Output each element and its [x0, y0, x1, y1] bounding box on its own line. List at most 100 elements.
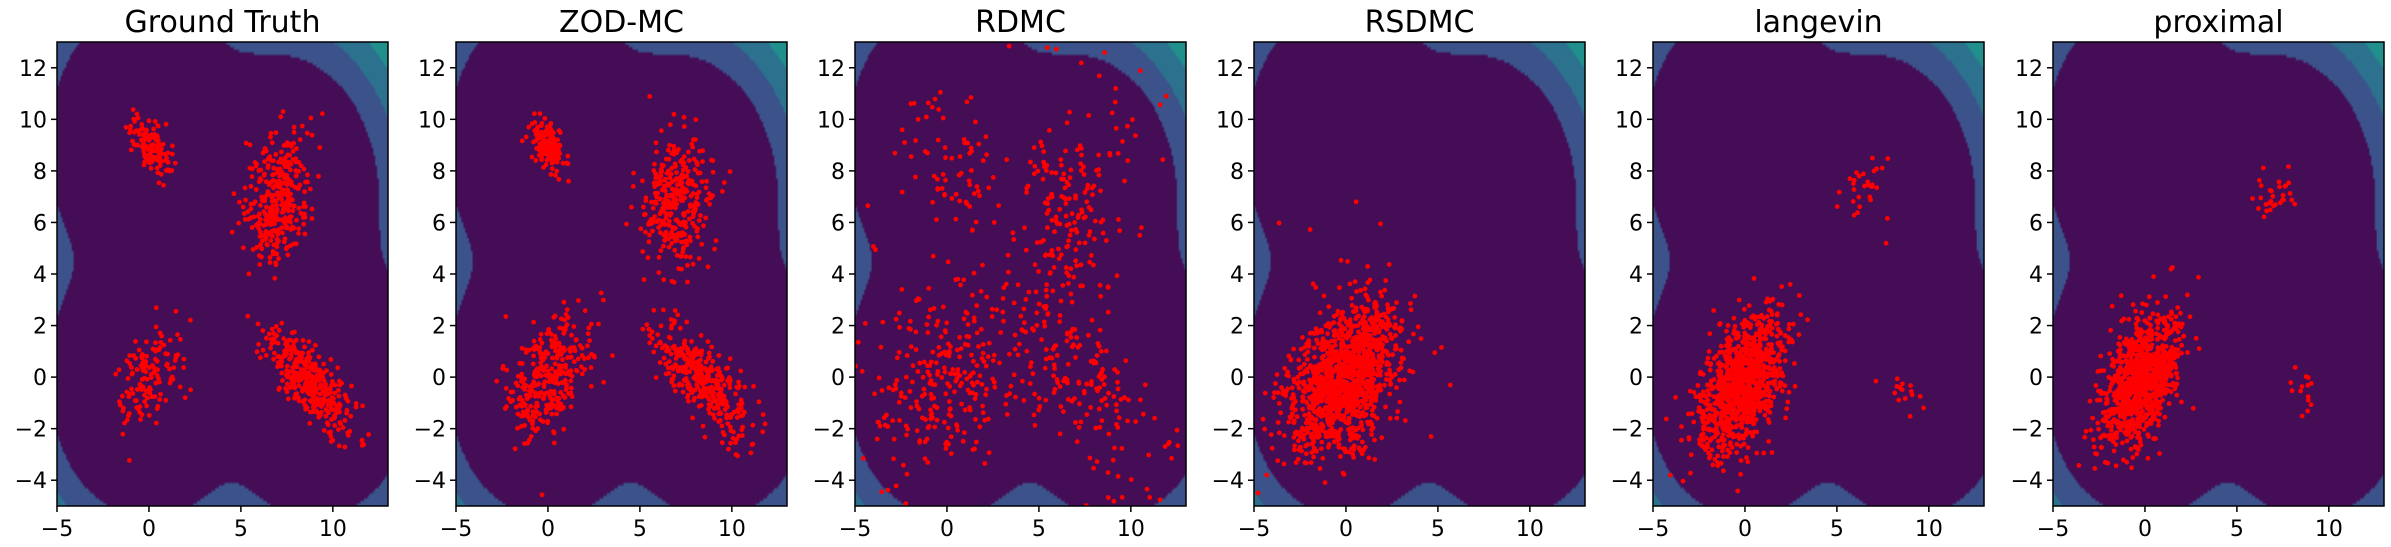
sample-point	[1294, 431, 1299, 437]
sample-point	[296, 231, 301, 236]
sample-point	[685, 279, 690, 285]
sample-point	[1406, 339, 1412, 345]
sample-point	[542, 355, 548, 360]
sample-point	[158, 159, 164, 165]
sample-point	[1326, 392, 1331, 398]
sample-point	[552, 333, 558, 339]
sample-point	[1734, 423, 1740, 428]
sample-point	[155, 143, 161, 149]
sample-point	[1323, 323, 1329, 329]
sample-point	[680, 249, 686, 255]
sample-point	[519, 138, 525, 144]
sample-point	[1007, 391, 1013, 397]
sample-point	[727, 169, 733, 175]
sample-point	[313, 342, 318, 348]
sample-point	[283, 225, 289, 231]
sample-point	[1360, 427, 1366, 433]
sample-point	[1342, 326, 1348, 332]
sample-point	[1067, 232, 1073, 238]
sample-point	[1729, 445, 1735, 450]
sample-point	[678, 194, 684, 200]
sample-point	[1094, 168, 1099, 173]
sample-point	[1392, 315, 1398, 320]
sample-point	[1115, 151, 1121, 156]
sample-point	[1306, 339, 1312, 345]
sample-point	[1045, 225, 1050, 231]
sample-point	[265, 163, 271, 168]
sample-point	[674, 170, 679, 175]
sample-point	[167, 337, 173, 343]
sample-point	[1792, 383, 1798, 389]
sample-point	[665, 181, 671, 187]
sample-point	[1157, 497, 1163, 503]
sample-point	[731, 429, 736, 435]
sample-point	[979, 356, 985, 361]
sample-point	[978, 288, 984, 294]
sample-point	[242, 217, 248, 222]
sample-point	[1098, 188, 1103, 194]
sample-point	[545, 351, 551, 356]
sample-point	[1339, 350, 1344, 355]
sample-point	[303, 380, 309, 386]
sample-point	[596, 321, 601, 327]
sample-point	[565, 315, 571, 320]
sample-point	[1302, 412, 1308, 418]
sample-point	[1064, 338, 1070, 344]
sample-point	[1057, 431, 1063, 437]
sample-point	[931, 173, 937, 179]
sample-point	[945, 259, 951, 265]
sample-point	[692, 167, 698, 173]
sample-point	[266, 217, 272, 222]
sample-point	[1076, 381, 1082, 386]
sample-point	[299, 123, 305, 129]
sample-point	[1744, 427, 1749, 433]
sample-point	[1378, 387, 1384, 393]
sample-point	[964, 376, 970, 382]
sample-point	[668, 232, 673, 237]
sample-point	[700, 423, 706, 429]
sample-point	[1293, 407, 1298, 413]
sample-point	[241, 211, 247, 217]
sample-point	[1332, 356, 1338, 362]
sample-point	[274, 236, 280, 242]
sample-point	[296, 205, 302, 211]
sample-point	[1761, 450, 1767, 456]
sample-point	[309, 399, 315, 405]
sample-point	[698, 333, 704, 338]
sample-point	[248, 206, 254, 212]
sample-point	[1353, 337, 1359, 343]
sample-point	[1089, 382, 1094, 388]
sample-point	[1110, 457, 1116, 463]
sample-point	[953, 378, 959, 384]
sample-point	[952, 389, 957, 395]
sample-point	[258, 242, 263, 248]
sample-point	[1317, 397, 1322, 403]
sample-point	[540, 419, 546, 424]
sample-point	[1166, 441, 1171, 447]
sample-point	[1081, 215, 1087, 221]
sample-point	[660, 243, 666, 249]
sample-point	[143, 359, 149, 364]
sample-point	[1352, 380, 1357, 385]
sample-point	[542, 366, 547, 372]
y-tick-label: 8	[432, 160, 446, 185]
sample-point	[652, 190, 658, 196]
sample-point	[650, 199, 656, 205]
sample-point	[305, 172, 310, 178]
sample-point	[535, 391, 541, 397]
sample-point	[172, 160, 178, 166]
sample-point	[908, 154, 914, 160]
sample-point	[962, 370, 968, 375]
sample-point	[1047, 127, 1052, 133]
sample-point	[942, 145, 948, 151]
sample-point	[316, 173, 321, 179]
sample-point	[926, 424, 932, 429]
sample-point	[671, 226, 677, 231]
sample-point	[1673, 395, 1678, 400]
sample-point	[646, 239, 652, 245]
sample-point	[688, 193, 694, 199]
sample-point	[1379, 435, 1385, 441]
sample-point	[676, 191, 682, 196]
sample-point	[1360, 318, 1366, 323]
sample-point	[561, 299, 567, 305]
